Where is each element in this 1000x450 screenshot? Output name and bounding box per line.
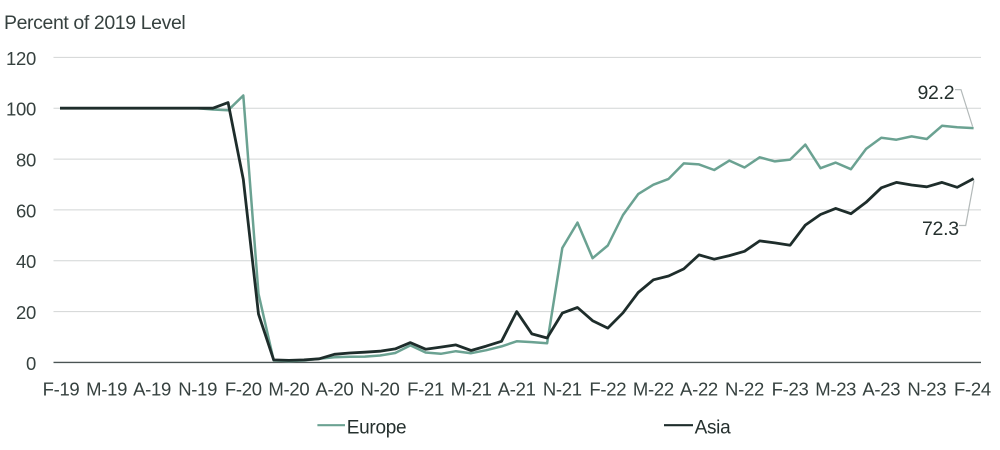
svg-text:M-21: M-21 — [451, 379, 492, 400]
svg-text:72.3: 72.3 — [922, 218, 959, 240]
svg-text:F-23: F-23 — [772, 379, 809, 400]
svg-text:40: 40 — [16, 251, 36, 272]
svg-text:F-24: F-24 — [954, 379, 991, 400]
svg-text:N-22: N-22 — [725, 379, 764, 400]
svg-text:92.2: 92.2 — [918, 82, 955, 104]
svg-text:A-23: A-23 — [862, 379, 900, 400]
svg-text:Europe: Europe — [347, 417, 406, 438]
svg-text:A-19: A-19 — [133, 379, 171, 400]
svg-text:F-20: F-20 — [225, 379, 262, 400]
svg-text:Percent of 2019 Level: Percent of 2019 Level — [4, 12, 185, 34]
svg-text:120: 120 — [6, 48, 36, 69]
svg-text:F-21: F-21 — [407, 379, 444, 400]
svg-text:A-22: A-22 — [680, 379, 718, 400]
svg-text:20: 20 — [16, 302, 36, 323]
svg-text:A-20: A-20 — [315, 379, 353, 400]
svg-text:N-23: N-23 — [907, 379, 946, 400]
svg-text:A-21: A-21 — [498, 379, 536, 400]
svg-text:N-19: N-19 — [178, 379, 217, 400]
svg-text:F-19: F-19 — [43, 379, 80, 400]
svg-text:N-21: N-21 — [543, 379, 582, 400]
svg-text:80: 80 — [16, 150, 36, 171]
svg-text:M-23: M-23 — [815, 379, 856, 400]
svg-text:60: 60 — [16, 200, 36, 221]
svg-text:100: 100 — [6, 99, 36, 120]
svg-text:M-22: M-22 — [633, 379, 674, 400]
svg-text:F-22: F-22 — [589, 379, 626, 400]
svg-text:0: 0 — [26, 353, 36, 374]
svg-text:M-20: M-20 — [268, 379, 309, 400]
svg-text:M-19: M-19 — [86, 379, 127, 400]
svg-text:Asia: Asia — [695, 417, 731, 438]
svg-text:N-20: N-20 — [361, 379, 400, 400]
